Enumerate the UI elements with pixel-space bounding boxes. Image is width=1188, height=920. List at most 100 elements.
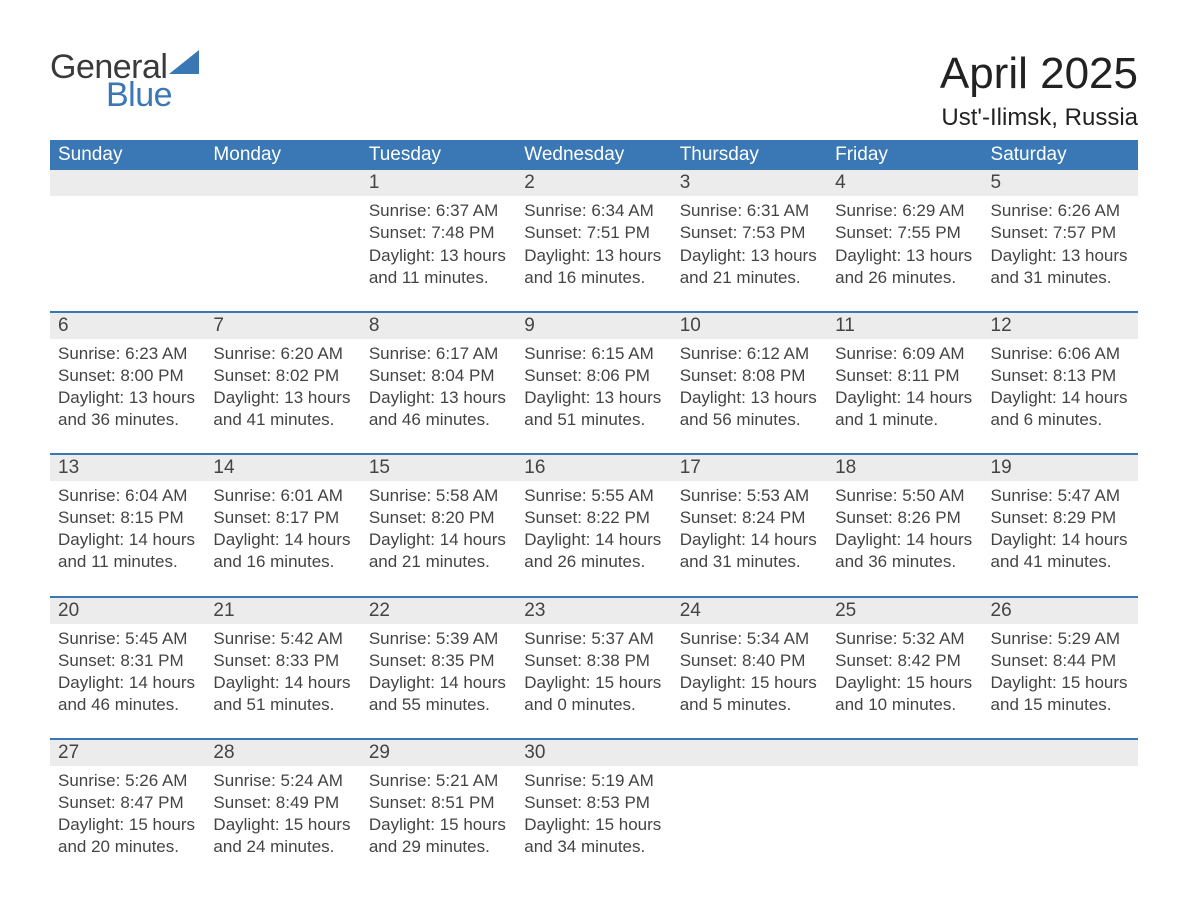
sunrise-text: Sunrise: 6:23 AM <box>58 343 197 365</box>
sunrise-text: Sunrise: 5:55 AM <box>524 485 663 507</box>
day-number-cell <box>205 170 360 196</box>
day-number-cell: 19 <box>983 455 1138 481</box>
daylight-text: and 46 minutes. <box>369 409 508 431</box>
daylight-text: Daylight: 14 hours <box>835 529 974 551</box>
daylight-text: Daylight: 13 hours <box>991 245 1130 267</box>
day-number-cell <box>50 170 205 196</box>
day-number-cell: 24 <box>672 598 827 624</box>
daylight-text: and 56 minutes. <box>680 409 819 431</box>
day-number-cell: 17 <box>672 455 827 481</box>
sunset-text: Sunset: 8:44 PM <box>991 650 1130 672</box>
sunrise-text: Sunrise: 6:09 AM <box>835 343 974 365</box>
dow-sunday: Sunday <box>50 140 205 170</box>
sunset-text: Sunset: 8:11 PM <box>835 365 974 387</box>
sunrise-text: Sunrise: 6:06 AM <box>991 343 1130 365</box>
day-number-cell: 15 <box>361 455 516 481</box>
sunrise-text: Sunrise: 6:12 AM <box>680 343 819 365</box>
sunset-text: Sunset: 7:51 PM <box>524 222 663 244</box>
day-detail-cell: Sunrise: 5:42 AMSunset: 8:33 PMDaylight:… <box>205 624 360 739</box>
daylight-text: and 36 minutes. <box>58 409 197 431</box>
day-detail-cell: Sunrise: 5:50 AMSunset: 8:26 PMDaylight:… <box>827 481 982 596</box>
day-detail-cell: Sunrise: 6:06 AMSunset: 8:13 PMDaylight:… <box>983 339 1138 454</box>
daylight-text: Daylight: 13 hours <box>680 245 819 267</box>
dow-row: Sunday Monday Tuesday Wednesday Thursday… <box>50 140 1138 170</box>
daylight-text: and 11 minutes. <box>58 551 197 573</box>
sunrise-text: Sunrise: 6:20 AM <box>213 343 352 365</box>
sunrise-text: Sunrise: 6:01 AM <box>213 485 352 507</box>
sunset-text: Sunset: 8:29 PM <box>991 507 1130 529</box>
daylight-text: Daylight: 14 hours <box>213 672 352 694</box>
sunrise-text: Sunrise: 5:34 AM <box>680 628 819 650</box>
month-title: April 2025 <box>940 50 1138 98</box>
day-detail-cell: Sunrise: 6:31 AMSunset: 7:53 PMDaylight:… <box>672 196 827 311</box>
daylight-text: Daylight: 13 hours <box>369 245 508 267</box>
sunrise-text: Sunrise: 5:45 AM <box>58 628 197 650</box>
day-number-cell: 6 <box>50 313 205 339</box>
day-detail-cell: Sunrise: 6:26 AMSunset: 7:57 PMDaylight:… <box>983 196 1138 311</box>
day-number-cell: 21 <box>205 598 360 624</box>
sunset-text: Sunset: 8:35 PM <box>369 650 508 672</box>
daylight-text: and 31 minutes. <box>991 267 1130 289</box>
sunrise-text: Sunrise: 5:21 AM <box>369 770 508 792</box>
day-number-cell: 13 <box>50 455 205 481</box>
day-number-cell: 4 <box>827 170 982 196</box>
day-detail-cell: Sunrise: 5:45 AMSunset: 8:31 PMDaylight:… <box>50 624 205 739</box>
logo: General Blue <box>50 50 199 112</box>
day-number-cell <box>983 740 1138 766</box>
day-detail-cell: Sunrise: 6:01 AMSunset: 8:17 PMDaylight:… <box>205 481 360 596</box>
daylight-text: Daylight: 13 hours <box>524 245 663 267</box>
day-number-cell: 27 <box>50 740 205 766</box>
sunset-text: Sunset: 7:53 PM <box>680 222 819 244</box>
day-detail-cell: Sunrise: 6:04 AMSunset: 8:15 PMDaylight:… <box>50 481 205 596</box>
location: Ust'-Ilimsk, Russia <box>940 104 1138 132</box>
day-detail-cell: Sunrise: 5:24 AMSunset: 8:49 PMDaylight:… <box>205 766 360 880</box>
daylight-text: and 46 minutes. <box>58 694 197 716</box>
day-number-cell: 1 <box>361 170 516 196</box>
sunset-text: Sunset: 8:17 PM <box>213 507 352 529</box>
dow-saturday: Saturday <box>983 140 1138 170</box>
sunrise-text: Sunrise: 6:34 AM <box>524 200 663 222</box>
sunset-text: Sunset: 8:40 PM <box>680 650 819 672</box>
daylight-text: Daylight: 13 hours <box>835 245 974 267</box>
day-detail-cell: Sunrise: 5:32 AMSunset: 8:42 PMDaylight:… <box>827 624 982 739</box>
sunrise-text: Sunrise: 5:29 AM <box>991 628 1130 650</box>
detail-row: Sunrise: 6:37 AMSunset: 7:48 PMDaylight:… <box>50 196 1138 311</box>
daylight-text: Daylight: 13 hours <box>680 387 819 409</box>
day-number-cell: 29 <box>361 740 516 766</box>
day-number-cell: 25 <box>827 598 982 624</box>
sunset-text: Sunset: 7:55 PM <box>835 222 974 244</box>
daylight-text: and 29 minutes. <box>369 836 508 858</box>
sunset-text: Sunset: 8:26 PM <box>835 507 974 529</box>
daylight-text: Daylight: 14 hours <box>991 387 1130 409</box>
daylight-text: Daylight: 14 hours <box>680 529 819 551</box>
day-detail-cell: Sunrise: 5:37 AMSunset: 8:38 PMDaylight:… <box>516 624 671 739</box>
sunrise-text: Sunrise: 5:50 AM <box>835 485 974 507</box>
header-row: General Blue April 2025 Ust'-Ilimsk, Rus… <box>50 50 1138 132</box>
sunset-text: Sunset: 8:24 PM <box>680 507 819 529</box>
sunset-text: Sunset: 7:48 PM <box>369 222 508 244</box>
day-number-cell: 20 <box>50 598 205 624</box>
daylight-text: and 34 minutes. <box>524 836 663 858</box>
day-number-cell: 2 <box>516 170 671 196</box>
sunrise-text: Sunrise: 5:47 AM <box>991 485 1130 507</box>
dow-monday: Monday <box>205 140 360 170</box>
daylight-text: and 1 minute. <box>835 409 974 431</box>
sunset-text: Sunset: 8:15 PM <box>58 507 197 529</box>
sunrise-text: Sunrise: 6:37 AM <box>369 200 508 222</box>
dow-friday: Friday <box>827 140 982 170</box>
sunrise-text: Sunrise: 6:31 AM <box>680 200 819 222</box>
detail-row: Sunrise: 5:26 AMSunset: 8:47 PMDaylight:… <box>50 766 1138 880</box>
daylight-text: Daylight: 13 hours <box>213 387 352 409</box>
daylight-text: Daylight: 14 hours <box>58 672 197 694</box>
day-number-cell: 26 <box>983 598 1138 624</box>
day-number-cell: 30 <box>516 740 671 766</box>
sunrise-text: Sunrise: 6:29 AM <box>835 200 974 222</box>
day-detail-cell: Sunrise: 5:29 AMSunset: 8:44 PMDaylight:… <box>983 624 1138 739</box>
day-number-cell: 9 <box>516 313 671 339</box>
daylight-text: and 41 minutes. <box>213 409 352 431</box>
daylight-text: and 21 minutes. <box>680 267 819 289</box>
day-number-cell: 10 <box>672 313 827 339</box>
detail-row: Sunrise: 5:45 AMSunset: 8:31 PMDaylight:… <box>50 624 1138 739</box>
daylight-text: and 11 minutes. <box>369 267 508 289</box>
daylight-text: and 15 minutes. <box>991 694 1130 716</box>
